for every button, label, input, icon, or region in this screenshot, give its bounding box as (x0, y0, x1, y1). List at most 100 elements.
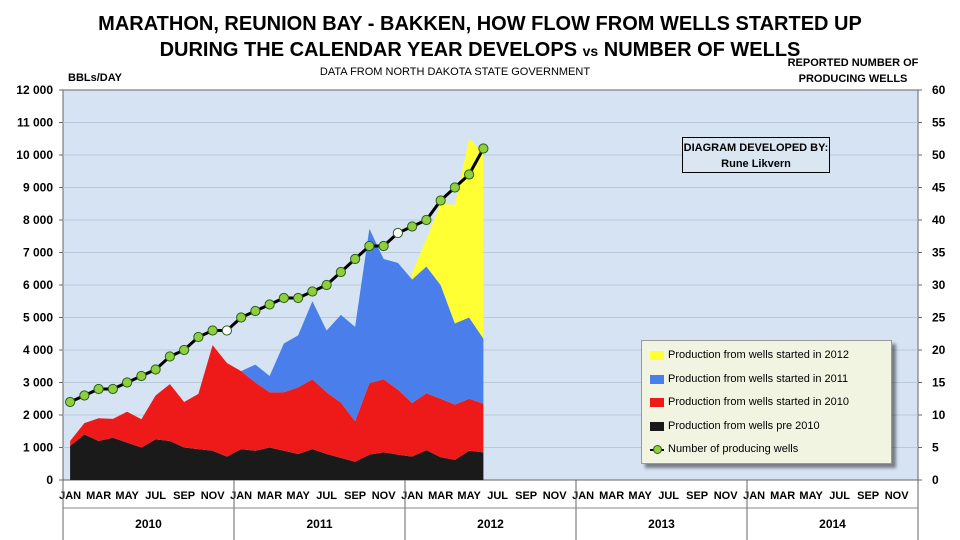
y-tick-label: 5 000 (23, 311, 53, 325)
wells-point (221, 325, 232, 336)
x-month-label: MAR (770, 490, 795, 502)
wells-line-series (65, 143, 489, 408)
wells-point (350, 253, 361, 265)
wells-point (236, 312, 247, 323)
legend: Production from wells started in 2012 Pr… (641, 340, 892, 464)
area-started-2011 (241, 228, 484, 422)
x-month-label: MAY (628, 490, 652, 502)
y-tick-label: 7 000 (23, 246, 53, 260)
y-tick-label: 8 000 (23, 213, 53, 227)
wells-point (79, 390, 90, 401)
x-month-label: JUL (145, 490, 166, 502)
x-month-label: MAR (257, 490, 282, 502)
legend-line-marker-icon (650, 444, 664, 454)
wells-point (150, 364, 161, 375)
y2-tick-label: 35 (932, 246, 946, 260)
x-month-label: SEP (173, 490, 195, 502)
x-month-label: MAR (86, 490, 111, 502)
x-month-label: JAN (743, 490, 765, 502)
y-axis-label-left: BBLs/DAY (68, 72, 122, 84)
legend-label-2012: Production from wells started in 2012 (668, 349, 849, 361)
wells-point (407, 221, 418, 232)
wells-point (364, 240, 375, 252)
y2-tick-label: 30 (932, 278, 946, 292)
wells-point (392, 227, 403, 239)
x-year-label: 2011 (306, 517, 332, 531)
wells-point (293, 292, 304, 304)
wells-point (136, 370, 147, 382)
x-month-label: MAY (799, 490, 823, 502)
y2-tick-label: 40 (932, 213, 946, 227)
wells-point (307, 286, 318, 297)
credit-box: DIAGRAM DEVELOPED BY: Rune Likvern (682, 137, 830, 173)
wells-point (207, 325, 218, 336)
y-tick-label: 11 000 (17, 116, 53, 130)
wells-point (250, 305, 261, 317)
x-month-label: NOV (201, 490, 226, 502)
y-tick-label: 6 000 (23, 278, 53, 292)
x-month-label: JAN (401, 490, 423, 502)
area-started-2010 (70, 345, 484, 462)
x-year-label: 2014 (819, 517, 846, 531)
x-month-label: JAN (230, 490, 252, 502)
wells-point (107, 383, 118, 395)
y2-tick-label: 55 (932, 116, 946, 130)
x-month-label: NOV (543, 490, 568, 502)
wells-point (421, 214, 432, 226)
y-tick-label: 9 000 (23, 181, 53, 195)
axes: 0 1 000 2 000 3 000 4 000 5 000 6 000 7 000 8 00… (16, 83, 946, 540)
y-axis-label-right: REPORTED NUMBER OF PRODUCING WELLS (768, 55, 938, 87)
y-tick-label: 2 000 (23, 408, 53, 422)
x-month-label: MAY (457, 490, 481, 502)
x-month-label: JUL (829, 490, 850, 502)
x-year-label: 2010 (135, 517, 162, 531)
legend-swatch-2011 (650, 374, 664, 384)
x-month-label: MAR (428, 490, 453, 502)
chart-title-line2: DURING THE CALENDAR YEAR DEVELOPS vs NUM… (0, 38, 960, 63)
x-month-label: MAY (286, 490, 310, 502)
x-year-label: 2013 (648, 517, 675, 531)
wells-point (449, 182, 460, 193)
y2-tick-label: 15 (932, 376, 946, 390)
wells-point (435, 195, 446, 206)
legend-swatch-2012 (650, 350, 664, 360)
x-month-label: SEP (344, 490, 366, 502)
x-month-label: MAR (599, 490, 624, 502)
y2-tick-label: 0 (932, 473, 939, 487)
legend-item-wells: Number of producing wells (650, 441, 798, 457)
wells-point (478, 143, 489, 154)
wells-point (278, 292, 289, 304)
x-year-label: 2012 (477, 517, 504, 531)
wells-point (335, 266, 346, 278)
y2-tick-label: 60 (932, 83, 946, 97)
legend-label-2011: Production from wells started in 2011 (668, 373, 849, 385)
legend-swatch-pre2010 (650, 421, 664, 431)
y2-tick-label: 5 (932, 441, 939, 455)
wells-point (193, 331, 204, 343)
x-month-label: JUL (316, 490, 337, 502)
x-month-label: JAN (59, 490, 81, 502)
wells-point (179, 344, 190, 356)
area-started-2012 (412, 138, 484, 339)
x-month-label: JUL (658, 490, 679, 502)
wells-point (464, 169, 475, 180)
y2-tick-label: 25 (932, 311, 946, 325)
chart-title-line2-b: NUMBER OF WELLS (603, 39, 801, 61)
y-tick-label: 10 000 (16, 148, 53, 162)
chart-title-line1: MARATHON, REUNION BAY - BAKKEN, HOW FLOW… (98, 13, 862, 35)
legend-item-pre2010: Production from wells pre 2010 (650, 418, 820, 434)
x-month-label: MAY (115, 490, 139, 502)
y2-label-line1: REPORTED NUMBER OF (787, 57, 919, 69)
wells-point (164, 351, 175, 362)
x-month-label: JAN (572, 490, 594, 502)
wells-point (378, 240, 389, 252)
x-month-label: NOV (885, 490, 910, 502)
credit-line2: Rune Likvern (721, 158, 791, 170)
area-pre-2010 (70, 434, 484, 480)
wells-point (264, 299, 275, 310)
y-tick-label: 12 000 (16, 83, 53, 97)
x-month-label: SEP (515, 490, 537, 502)
legend-label-pre2010: Production from wells pre 2010 (668, 420, 820, 432)
credit-line1: DIAGRAM DEVELOPED BY: (683, 142, 829, 154)
wells-point (122, 377, 133, 388)
